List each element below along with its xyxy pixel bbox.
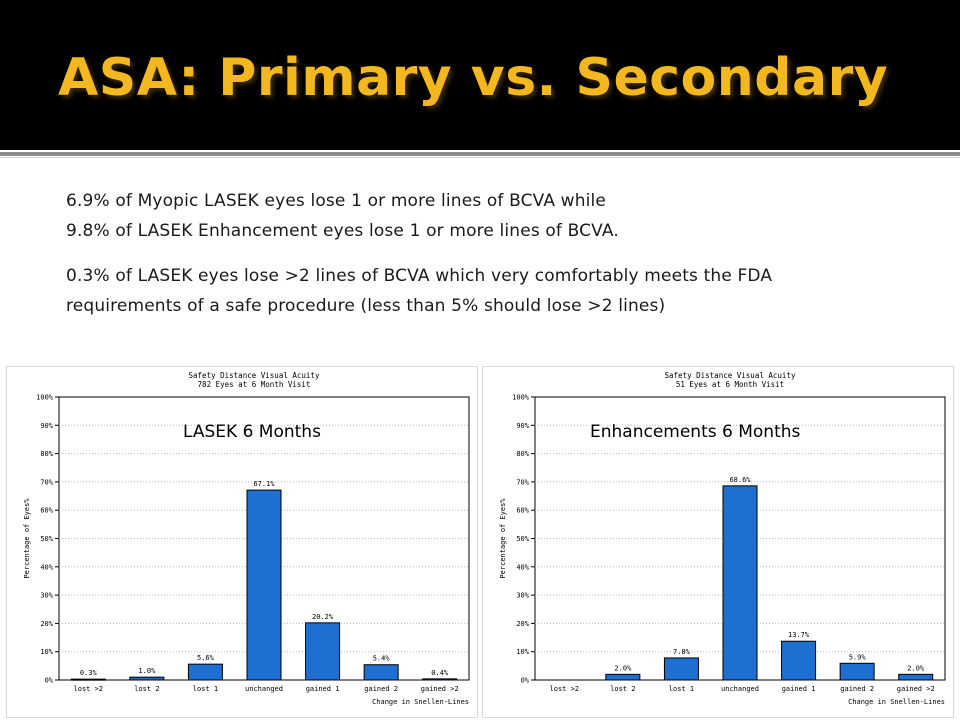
y-tick-label: 30%: [40, 592, 53, 600]
chart-overlay-label-enhancements: Enhancements 6 Months: [590, 422, 801, 442]
y-axis-label: Percentage of Eyes%: [499, 498, 507, 579]
x-tick-label: lost 1: [193, 685, 218, 693]
data-label: 5.9%: [849, 653, 867, 661]
chart-subtitle: 782 Eyes at 6 Month Visit: [198, 380, 311, 389]
data-label: 20.2%: [312, 613, 334, 621]
chart-title: Safety Distance Visual Acuity: [665, 371, 796, 380]
chart-overlay-label-lasek: LASEK 6 Months: [183, 422, 321, 442]
slide-title: ASA: Primary vs. Secondary: [58, 48, 889, 108]
y-tick-label: 0%: [45, 677, 54, 685]
data-label: 68.6%: [729, 476, 751, 484]
y-tick-label: 0%: [521, 677, 530, 685]
chart-panel-enhancements: 0% 10% 20% 30% 40% 50% 60% 70% 80% 90% 100% Safety …: [482, 366, 954, 718]
data-label: 5.4%: [373, 655, 391, 663]
y-tick-label: 40%: [40, 563, 53, 571]
x-tick-label: lost >2: [74, 685, 104, 693]
y-tick-label: 60%: [516, 507, 529, 515]
y-tick-label: 40%: [516, 563, 529, 571]
chart-panel-lasek: 0% 10% 20% 30% 40% 50% 60% 70% 80% 90% 100% Safety …: [6, 366, 478, 718]
y-tick-label: 90%: [40, 422, 53, 430]
y-tick-label: 100%: [512, 394, 530, 402]
bar-gained-2: [839, 662, 875, 681]
y-tick-label: 100%: [36, 394, 54, 402]
bar-gained-2: [363, 664, 399, 681]
x-tick-label: lost 2: [134, 685, 159, 693]
y-tick-label: 70%: [516, 478, 529, 486]
y-tick-label: 10%: [516, 648, 529, 656]
x-tick-label: lost 1: [669, 685, 694, 693]
y-tick-label: 50%: [516, 535, 529, 543]
data-label: 7.8%: [673, 648, 691, 656]
y-tick-label: 10%: [40, 648, 53, 656]
title-bar: ASA: Primary vs. Secondary: [0, 0, 960, 150]
bar-lost-2: [605, 673, 641, 681]
bar-chart-lasek: 0% 10% 20% 30% 40% 50% 60% 70% 80% 90% 100% Safety …: [23, 371, 470, 706]
data-label: 0.4%: [431, 669, 449, 677]
body-line-2: 9.8% of LASEK Enhancement eyes lose 1 or…: [66, 221, 619, 241]
data-label: 5.6%: [197, 654, 215, 662]
y-tick-label: 20%: [516, 620, 529, 628]
chart-subtitle: 51 Eyes at 6 Month Visit: [676, 380, 784, 389]
x-tick-label: gained 1: [306, 685, 340, 693]
x-tick-label: gained >2: [897, 685, 935, 693]
x-tick-label: gained 2: [840, 685, 874, 693]
title-divider: [0, 152, 960, 156]
data-label: 2.0%: [614, 664, 632, 672]
bar-gained-2: [898, 673, 934, 681]
x-tick-label: gained 1: [782, 685, 816, 693]
bar-gained-1: [305, 622, 341, 681]
bar-unchanged: [246, 489, 282, 681]
bar-gained-1: [781, 640, 817, 681]
y-tick-label: 20%: [40, 620, 53, 628]
y-tick-label: 80%: [516, 450, 529, 458]
x-tick-label: gained 2: [364, 685, 398, 693]
x-tick-label: gained >2: [421, 685, 459, 693]
y-tick-label: 80%: [40, 450, 53, 458]
bar-lost-1: [187, 663, 223, 681]
bar-chart-enhancements: 0% 10% 20% 30% 40% 50% 60% 70% 80% 90% 100% Safety …: [499, 371, 946, 706]
title-divider-thin: [0, 157, 960, 158]
bar-unchanged: [722, 485, 758, 681]
data-label: 2.0%: [907, 664, 925, 672]
body-line-3: 0.3% of LASEK eyes lose >2 lines of BCVA…: [66, 266, 773, 286]
y-tick-label: 30%: [516, 592, 529, 600]
x-tick-label: unchanged: [721, 685, 759, 693]
y-tick-label: 90%: [516, 422, 529, 430]
y-axis-label: Percentage of Eyes%: [23, 498, 31, 579]
data-label: 67.1%: [253, 480, 275, 488]
bar-lost-2: [70, 678, 106, 681]
slide-body: 6.9% of Myopic LASEK eyes lose 1 or more…: [66, 186, 946, 321]
y-tick-label: 60%: [40, 507, 53, 515]
x-tick-label: lost 2: [610, 685, 635, 693]
x-axis-label: Change in Snellen-Lines: [372, 698, 469, 706]
x-axis-label: Change in Snellen-Lines: [848, 698, 945, 706]
bar-lost-2: [129, 676, 165, 681]
bar-gained-2: [422, 678, 458, 681]
x-tick-label: unchanged: [245, 685, 283, 693]
bar-lost-1: [663, 657, 699, 681]
x-tick-label: lost >2: [550, 685, 580, 693]
data-label: 1.0%: [138, 667, 156, 675]
body-line-4: requirements of a safe procedure (less t…: [66, 296, 666, 316]
body-line-1: 6.9% of Myopic LASEK eyes lose 1 or more…: [66, 191, 607, 211]
y-tick-label: 70%: [40, 478, 53, 486]
data-label: 0.3%: [80, 669, 98, 677]
chart-title: Safety Distance Visual Acuity: [189, 371, 320, 380]
data-label: 13.7%: [788, 631, 810, 639]
y-tick-label: 50%: [40, 535, 53, 543]
